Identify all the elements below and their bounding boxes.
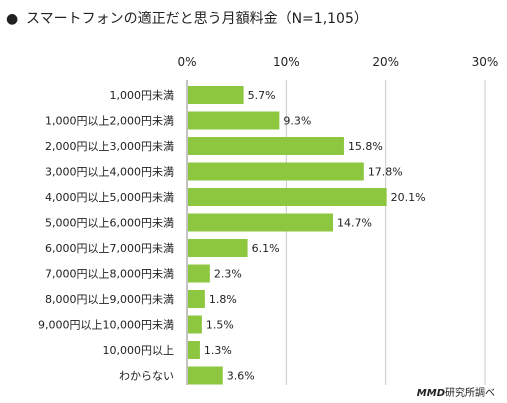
value-label: 1.8% [209,293,237,306]
source-credit: MMD研究所調べ [417,384,495,399]
x-tick-label: 0% [177,55,196,69]
category-label: わからない [119,370,174,383]
value-label: 14.7% [337,217,372,230]
value-label: 9.3% [283,115,311,128]
category-label: 10,000円以上 [103,344,175,357]
bar [188,213,334,232]
x-tick-label: 30% [472,55,499,69]
value-label: 17.8% [368,166,403,179]
x-tick-label: 10% [273,55,300,69]
bar [188,162,364,181]
bar [188,366,223,385]
bar [188,264,210,283]
chart-title-row: ● スマートフォンの適正だと思う月額料金（N=1,105） [6,8,368,28]
value-label: 3.6% [227,370,255,383]
category-label: 8,000円以上9,000円未満 [45,293,174,306]
value-label: 20.1% [391,191,426,204]
bar [188,341,200,359]
category-label: 2,000円以上3,000円未満 [45,140,174,153]
bar [188,315,202,334]
category-label: 7,000円以上8,000円未満 [45,268,174,281]
category-label: 1,000円未満 [110,89,175,102]
source-brand: MMD [416,388,445,399]
bar [188,137,344,155]
chart-title: スマートフォンの適正だと思う月額料金（N=1,105） [26,11,368,27]
value-label: 1.3% [204,344,232,357]
value-label: 15.8% [348,140,383,153]
bar [188,239,248,257]
bar [188,111,280,130]
category-label: 4,000円以上5,000円未満 [45,191,174,204]
x-tick-label: 20% [372,55,399,69]
bar [188,188,387,206]
category-label: 1,000円以上2,000円未満 [45,115,174,128]
bar [188,290,205,308]
title-bullet: ● [6,11,19,27]
category-label: 9,000円以上10,000円未満 [38,319,174,332]
value-label: 5.7% [248,89,276,102]
bar [188,86,244,104]
category-label: 6,000円以上7,000円未満 [45,242,174,255]
category-label: 3,000円以上4,000円未満 [45,166,174,179]
source-text: 研究所調べ [445,388,495,399]
value-label: 6.1% [252,242,280,255]
category-label: 5,000円以上6,000円未満 [45,217,174,230]
value-label: 1.5% [206,319,234,332]
value-label: 2.3% [214,268,242,281]
